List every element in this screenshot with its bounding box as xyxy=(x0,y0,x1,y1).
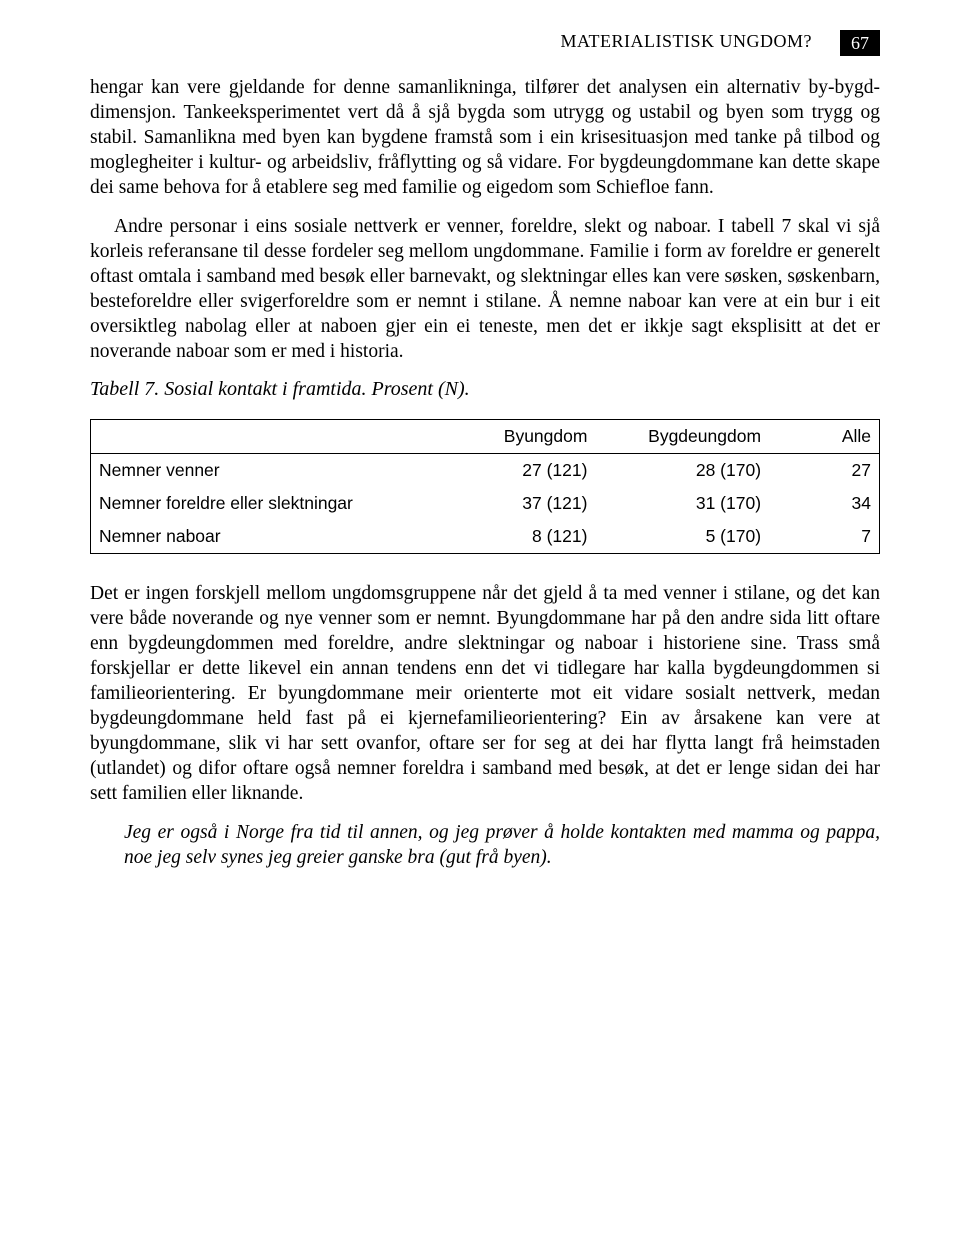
table-7: Byungdom Bygdeungdom Alle Nemner venner … xyxy=(90,419,880,554)
running-head: MATERIALISTISK UNGDOM? 67 xyxy=(90,30,880,56)
page: MATERIALISTISK UNGDOM? 67 hengar kan ver… xyxy=(0,0,960,1250)
page-number: 67 xyxy=(840,30,880,56)
cell: 8 (121) xyxy=(453,520,595,554)
paragraph-1: hengar kan vere gjeldande for denne sama… xyxy=(90,76,880,201)
col-header-3: Alle xyxy=(769,420,879,454)
table-row: Nemner naboar 8 (121) 5 (170) 7 xyxy=(91,520,880,554)
running-title: MATERIALISTISK UNGDOM? xyxy=(561,31,813,51)
col-header-1: Byungdom xyxy=(453,420,595,454)
col-header-0 xyxy=(91,420,454,454)
block-quote: Jeg er også i Norge fra tid til annen, o… xyxy=(124,821,880,871)
cell: 37 (121) xyxy=(453,487,595,520)
col-header-2: Bygdeungdom xyxy=(595,420,769,454)
cell: Nemner naboar xyxy=(91,520,454,554)
table-header-row: Byungdom Bygdeungdom Alle xyxy=(91,420,880,454)
cell: Nemner foreldre eller slektningar xyxy=(91,487,454,520)
table-caption: Tabell 7. Sosial kontakt i framtida. Pro… xyxy=(90,378,880,401)
cell: 27 xyxy=(769,454,879,488)
cell: Nemner venner xyxy=(91,454,454,488)
cell: 31 (170) xyxy=(595,487,769,520)
cell: 28 (170) xyxy=(595,454,769,488)
cell: 5 (170) xyxy=(595,520,769,554)
table-row: Nemner venner 27 (121) 28 (170) 27 xyxy=(91,454,880,488)
paragraph-3: Det er ingen forskjell mellom ungdomsgru… xyxy=(90,582,880,807)
cell: 34 xyxy=(769,487,879,520)
table-row: Nemner foreldre eller slektningar 37 (12… xyxy=(91,487,880,520)
cell: 7 xyxy=(769,520,879,554)
paragraph-2: Andre personar i eins sosiale nettverk e… xyxy=(90,215,880,365)
cell: 27 (121) xyxy=(453,454,595,488)
